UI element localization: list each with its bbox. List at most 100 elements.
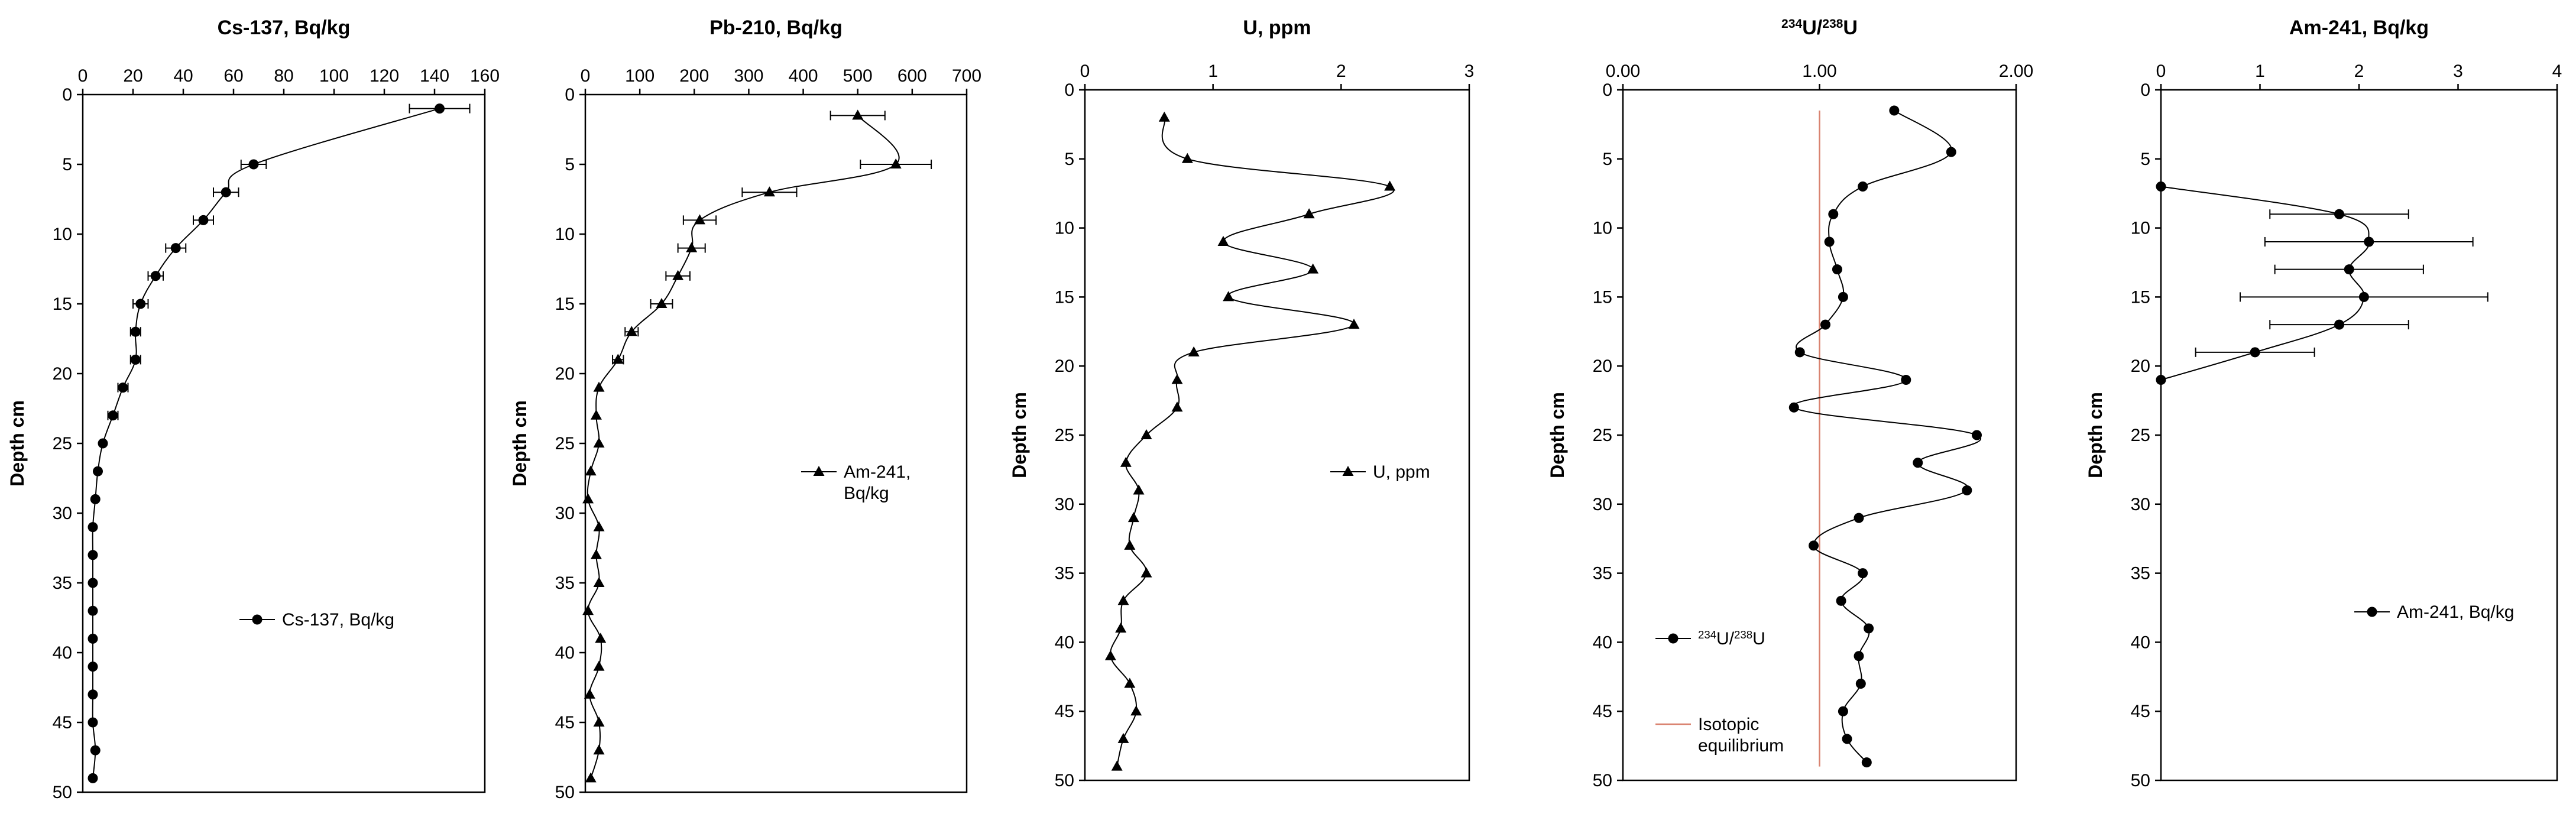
data-point [686,242,698,252]
data-point [248,159,259,170]
chart-title: 234U/238U [1781,17,1858,39]
data-point [1348,319,1360,329]
data-point [88,773,98,783]
data-point [582,493,594,504]
legend-label: Am-241, Bq/kg [2397,602,2514,622]
x-tick-label: 80 [274,66,293,86]
data-point [2364,236,2374,247]
y-tick-label: 45 [1593,702,1612,721]
legend-marker [1668,633,1679,644]
data-point [1158,111,1170,122]
data-point [1838,706,1848,717]
legend-label-part: U/ [1716,629,1735,649]
data-point [2334,319,2344,330]
chart-title-part: U/ [1802,17,1823,39]
chart-title-part: Cs-137, Bq/kg [218,17,351,39]
y-tick-label: 30 [1055,495,1074,514]
x-tick-label: 40 [173,66,193,86]
series-line [1110,117,1395,767]
chart-title-sup: 234 [1781,17,1802,31]
y-tick-label: 40 [1055,633,1074,652]
legend-marker [252,614,263,625]
data-point [694,214,705,225]
data-point [2156,181,2166,192]
legend-label: Am-241, [844,462,910,482]
data-point [593,660,605,671]
y-tick-label: 5 [565,155,575,174]
y-tick-label: 20 [53,364,72,384]
data-point [1124,677,1136,688]
chart-title: U, ppm [1243,17,1311,39]
y-tick-label: 50 [53,783,72,802]
x-tick-label: 20 [123,66,142,86]
data-point [1836,595,1846,606]
data-point [1901,375,1911,385]
y-tick-label: 35 [53,573,72,593]
data-point [1104,650,1116,660]
y-tick-label: 5 [1602,150,1612,169]
data-point [2344,264,2354,275]
data-point [1913,458,1923,468]
data-point [1824,236,1835,247]
x-tick-label: 2 [2354,61,2364,81]
x-tick-label: 120 [370,66,399,86]
data-point [88,605,98,616]
data-point [90,494,101,504]
y-tick-label: 30 [555,504,575,523]
y-tick-label: 10 [53,225,72,244]
legend-marker [1342,466,1354,476]
data-point [1828,209,1839,219]
y-tick-label: 50 [1055,771,1074,790]
data-point [88,550,98,560]
data-point [2250,347,2260,358]
legend: U, ppm [1330,462,1430,482]
data-point [1854,651,1864,662]
y-axis-label: Depth cm [1009,392,1030,478]
x-tick-label: 1 [2255,61,2265,81]
y-tick-label: 15 [53,294,72,314]
x-tick-label: 100 [625,66,654,86]
data-point [1124,539,1136,550]
y-tick-label: 25 [2131,426,2150,445]
data-point [435,103,445,114]
data-point [88,522,98,533]
legend: 234U/238U Isotopic equilibrium [1655,628,1784,756]
data-point [1794,347,1805,358]
data-point [2358,291,2369,302]
x-tick-label: 160 [470,66,500,86]
y-tick-label: 35 [2131,564,2150,583]
data-point [1223,291,1234,301]
data-point [118,382,128,393]
x-tick-label: 600 [897,66,927,86]
y-axis-label: Depth cm [2085,392,2106,478]
data-point [1832,264,1842,275]
data-point [593,577,605,587]
y-tick-label: 15 [1593,287,1612,307]
y-tick-label: 25 [1593,426,1612,445]
y-tick-label: 15 [2131,287,2150,307]
data-point [130,354,141,365]
data-point [612,354,624,364]
data-point [582,605,594,615]
legend: Cs-137, Bq/kg [239,610,394,630]
x-tick-label: 3 [1464,61,1475,81]
plot-frame [584,93,968,793]
y-tick-label: 5 [1064,150,1074,169]
x-tick-label: 0.00 [1606,61,1640,81]
data-point [672,270,684,280]
y-tick-label: 15 [555,294,575,314]
y-tick-label: 10 [1593,219,1612,238]
x-tick-label: 4 [2552,61,2562,81]
y-tick-label: 0 [2140,80,2150,100]
y-tick-label: 50 [555,783,575,802]
y-tick-label: 20 [1055,356,1074,376]
y-tick-label: 0 [1064,80,1074,100]
y-tick-label: 50 [2131,771,2150,790]
legend-reference-label: Isotopic [1698,715,1759,734]
data-point [1188,346,1200,356]
data-point [1115,623,1127,633]
x-tick-label: 0 [2156,61,2166,81]
y-tick-label: 25 [1055,426,1074,445]
data-point [1858,181,1868,192]
